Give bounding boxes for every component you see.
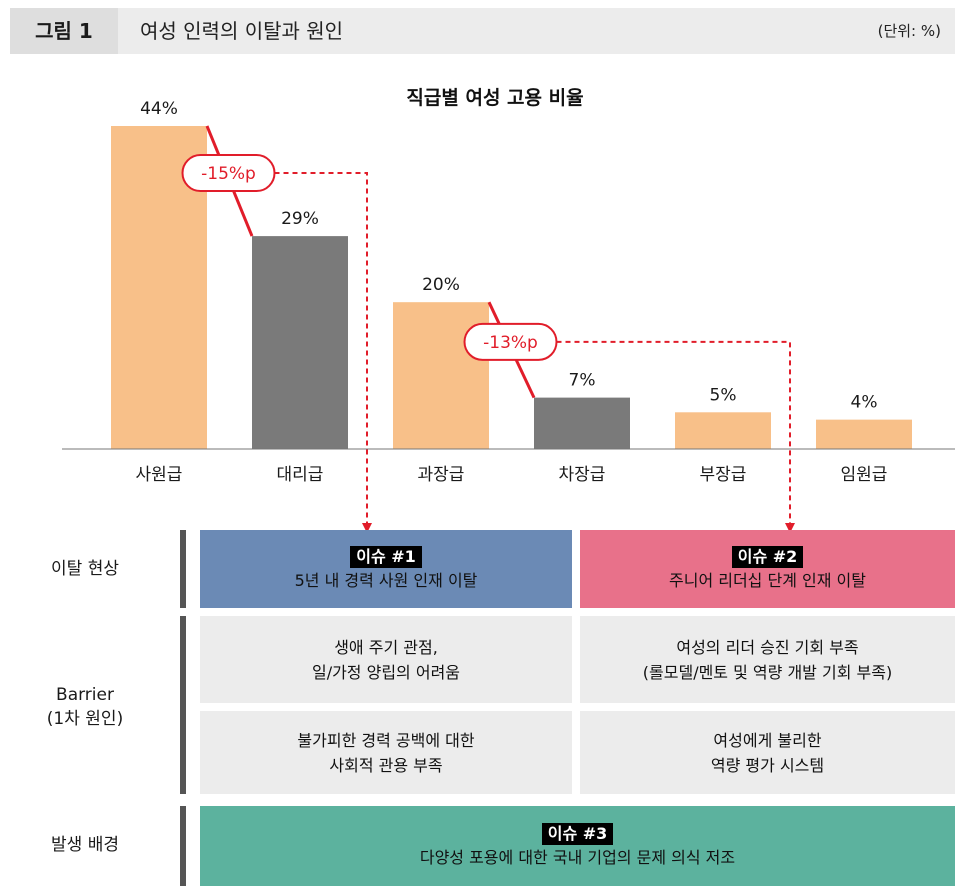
- barrier-4-line2: 역량 평가 시스템: [710, 755, 825, 775]
- issue-2-text: 주니어 리더십 단계 인재 이탈: [669, 570, 866, 590]
- row-label-barrier-line1: Barrier: [56, 685, 114, 705]
- row-divider-barrier: [180, 616, 186, 794]
- issue-3-box: 이슈 #3 다양성 포용에 대한 국내 기업의 문제 의식 저조: [200, 806, 955, 886]
- barrier-box-4: 여성에게 불리한 역량 평가 시스템: [580, 711, 955, 794]
- row-label-phenomenon: 이탈 현상: [51, 559, 119, 579]
- row-label-barrier-line2: (1차 원인): [46, 709, 124, 729]
- barrier-box-2: 불가피한 경력 공백에 대한 사회적 관용 부족: [200, 711, 572, 794]
- chart-title: 직급별 여성 고용 비율: [406, 87, 583, 109]
- drop-badge-2: [463, 322, 558, 361]
- issue-1-box: 이슈 #1 5년 내 경력 사원 인재 이탈: [200, 530, 572, 608]
- barrier-box-1: 생애 주기 관점, 일/가정 양립의 어려움: [200, 616, 572, 703]
- x-tick-label-차장급: 차장급: [559, 465, 606, 485]
- barrier-3-line1: 여성의 리더 승진 기회 부족: [676, 637, 859, 657]
- issue-2-box: 이슈 #2 주니어 리더십 단계 인재 이탈: [580, 530, 955, 608]
- row-label-barrier: Barrier (1차 원인): [0, 683, 170, 731]
- x-tick-label-부장급: 부장급: [700, 465, 747, 485]
- figure-header: 그림 1 여성 인력의 이탈과 원인 (단위: %): [10, 8, 955, 54]
- barrier-3-line2: (롤모델/멘토 및 역량 개발 기회 부족): [642, 662, 893, 682]
- value-label-사원급: 44%: [140, 99, 178, 119]
- dashed-arrow-1: [274, 172, 372, 533]
- issue-1-text: 5년 내 경력 사원 인재 이탈: [294, 570, 478, 590]
- barrier-box-3: 여성의 리더 승진 기회 부족 (롤모델/멘토 및 역량 개발 기회 부족): [580, 616, 955, 703]
- barrier-4-line1: 여성에게 불리한: [713, 730, 822, 750]
- bar-대리급: [252, 236, 348, 449]
- x-tick-label-대리급: 대리급: [277, 465, 324, 485]
- row-divider-background: [180, 806, 186, 886]
- barrier-2-line1: 불가피한 경력 공백에 대한: [297, 730, 475, 750]
- x-tick-label-과장급: 과장급: [418, 465, 465, 485]
- row-label-background: 발생 배경: [51, 835, 119, 855]
- figure-title: 여성 인력의 이탈과 원인: [140, 19, 344, 43]
- value-label-대리급: 29%: [281, 209, 319, 229]
- figure-label: 그림 1: [10, 8, 118, 54]
- value-label-임원급: 4%: [851, 393, 878, 413]
- x-tick-label-사원급: 사원급: [136, 465, 183, 485]
- issue-2-tag: 이슈 #2: [731, 545, 804, 568]
- x-tick-label-임원급: 임원급: [841, 465, 888, 485]
- barrier-1-line2: 일/가정 양립의 어려움: [311, 662, 461, 682]
- barrier-1-line1: 생애 주기 관점,: [334, 637, 438, 657]
- issue-3-text: 다양성 포용에 대한 국내 기업의 문제 의식 저조: [419, 847, 736, 867]
- drop-badge-label-1: -15%p: [201, 164, 256, 184]
- bar-부장급: [675, 412, 771, 449]
- value-label-차장급: 7%: [569, 371, 596, 391]
- bar-과장급: [393, 302, 489, 449]
- bar-chart: 직급별 여성 고용 비율 44% 사원급 29% 대리급 20% 과장급 7% 차장급 5% 부장…: [62, 87, 955, 533]
- value-label-부장급: 5%: [710, 385, 737, 405]
- value-label-과장급: 20%: [422, 275, 460, 295]
- bar-임원급: [816, 419, 912, 449]
- issue-1-tag: 이슈 #1: [350, 545, 422, 568]
- row-divider-phenomenon: [180, 530, 186, 608]
- drop-badge-1: [181, 154, 276, 193]
- bar-차장급: [534, 397, 630, 449]
- drop-badge-label-2: -13%p: [483, 333, 538, 353]
- issue-3-tag: 이슈 #3: [541, 822, 614, 845]
- unit-label: (단위: %): [877, 22, 941, 40]
- barrier-2-line2: 사회적 관용 부족: [329, 755, 443, 775]
